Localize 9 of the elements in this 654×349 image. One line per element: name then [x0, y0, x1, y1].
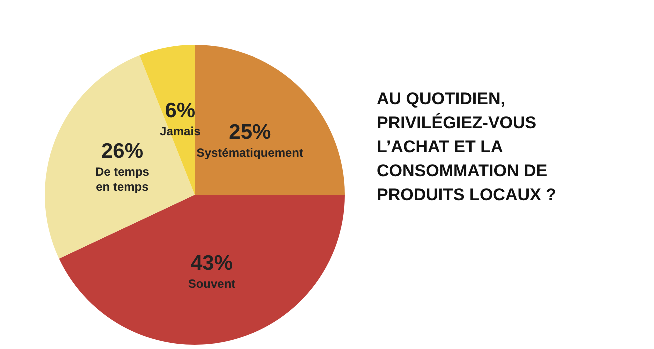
slice-label: Souvent — [188, 277, 236, 292]
data-label: 43% — [191, 252, 234, 276]
slice-label: Systématiquement — [196, 146, 304, 160]
text: AU QUOTIDIEN, PRIVILÉGIEZ-VOUS L’ACHAT ET LA CONSOMMATION DE PRODUITS LOCAUX ? — [377, 90, 556, 204]
data-label: 25% — [229, 120, 272, 144]
data-label: 6% — [165, 99, 196, 122]
slice-label: De temps en temps — [95, 164, 150, 194]
data-label: 26% — [101, 140, 144, 163]
slice-label: Jamais — [160, 124, 202, 138]
